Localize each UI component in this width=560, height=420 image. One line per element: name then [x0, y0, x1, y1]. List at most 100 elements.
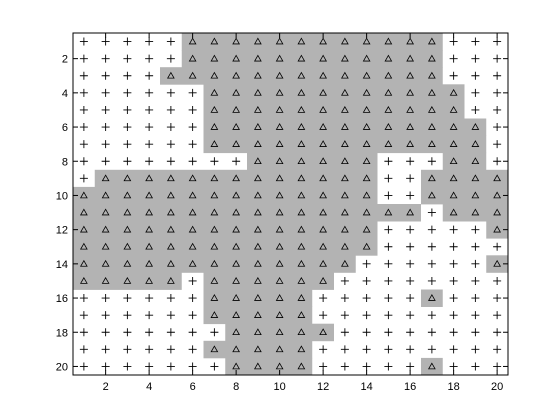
plus-marker	[449, 37, 458, 46]
triangle-marker	[297, 259, 306, 267]
triangle-marker	[253, 174, 262, 182]
class-1-cell-run	[247, 152, 378, 171]
plus-marker	[493, 88, 502, 97]
triangle-marker	[275, 294, 284, 301]
plus-marker	[406, 242, 415, 251]
plus-marker	[471, 88, 480, 97]
triangle-marker	[406, 54, 415, 62]
x-tick-label: 8	[233, 381, 239, 393]
plus-marker	[384, 311, 393, 320]
plus-marker	[210, 328, 219, 337]
triangle-marker	[275, 71, 284, 79]
plus-marker	[79, 54, 88, 63]
plus-marker	[493, 54, 502, 63]
triangle-marker	[297, 362, 306, 370]
class-1-cell-run	[73, 221, 378, 239]
triangle-marker	[319, 259, 328, 267]
triangle-marker	[427, 174, 436, 182]
triangle-marker	[340, 54, 349, 62]
class-1-cell-run	[181, 50, 443, 68]
plus-marker	[493, 294, 502, 303]
triangle-marker	[188, 54, 197, 62]
plus-marker	[449, 54, 458, 63]
triangle-marker	[101, 174, 110, 182]
triangle-marker	[210, 71, 219, 79]
y-tick-label: 2	[62, 54, 68, 66]
plus-marker	[101, 362, 110, 371]
plus-marker	[101, 345, 110, 354]
triangle-marker	[253, 54, 262, 62]
plus-marker	[427, 276, 436, 285]
triangle-marker	[210, 54, 219, 62]
triangle-marker	[297, 123, 306, 130]
triangle-marker	[210, 37, 219, 45]
class-1-cell-run	[203, 101, 465, 119]
plus-marker	[493, 37, 502, 46]
triangle-marker	[232, 242, 241, 250]
triangle-marker	[123, 208, 132, 216]
triangle-marker	[297, 37, 306, 45]
triangle-marker	[210, 123, 219, 130]
triangle-marker	[427, 140, 436, 147]
plus-marker	[406, 345, 415, 354]
plus-marker	[79, 157, 88, 166]
triangle-marker	[297, 174, 306, 182]
triangle-marker	[145, 276, 154, 284]
class-1-cell-run	[73, 186, 378, 205]
triangle-marker	[166, 259, 175, 267]
triangle-marker	[319, 276, 328, 284]
triangle-marker	[232, 328, 241, 336]
plus-marker	[123, 328, 132, 337]
triangle-marker	[79, 191, 88, 199]
triangle-marker	[275, 362, 284, 370]
triangle-marker	[210, 276, 219, 284]
plus-marker	[471, 259, 480, 268]
triangle-marker	[232, 37, 241, 45]
class-1-cell-run	[94, 169, 378, 188]
triangle-marker	[275, 88, 284, 96]
triangle-marker	[145, 208, 154, 216]
plus-marker	[493, 157, 502, 166]
triangle-marker	[471, 157, 480, 165]
plus-marker	[101, 294, 110, 303]
plus-marker	[79, 37, 88, 46]
plus-marker	[166, 105, 175, 114]
triangle-marker	[166, 242, 175, 250]
class-1-cell-run	[442, 152, 487, 171]
triangle-marker	[253, 71, 262, 79]
class-1-cell-run	[486, 255, 508, 273]
triangle-marker	[384, 88, 393, 96]
plus-marker	[449, 328, 458, 337]
plus-marker	[145, 328, 154, 337]
triangle-marker	[232, 71, 241, 79]
triangle-marker	[319, 157, 328, 165]
class-1-cell-run	[203, 289, 313, 307]
plus-marker	[471, 37, 480, 46]
triangle-marker	[166, 208, 175, 216]
triangle-marker	[297, 54, 306, 62]
class-1-cell-run	[421, 186, 508, 205]
x-tick-label: 16	[404, 381, 416, 393]
triangle-marker	[101, 259, 110, 267]
plus-marker	[188, 123, 197, 132]
triangle-marker	[210, 88, 219, 96]
triangle-marker	[145, 225, 154, 233]
plus-marker	[101, 140, 110, 149]
triangle-marker	[362, 191, 371, 199]
plus-marker	[166, 294, 175, 303]
triangle-marker	[79, 259, 88, 267]
triangle-marker	[123, 225, 132, 233]
y-tick-label: 16	[56, 293, 68, 305]
plus-marker	[123, 123, 132, 132]
triangle-marker	[297, 225, 306, 233]
plus-marker	[471, 345, 480, 354]
plus-marker	[384, 276, 393, 285]
triangle-marker	[253, 157, 262, 165]
plus-marker	[123, 71, 132, 80]
triangle-marker	[384, 54, 393, 62]
plus-marker	[384, 345, 393, 354]
triangle-marker	[210, 311, 219, 318]
triangle-marker	[449, 88, 458, 96]
triangle-marker	[210, 105, 219, 113]
plus-marker	[384, 242, 393, 251]
